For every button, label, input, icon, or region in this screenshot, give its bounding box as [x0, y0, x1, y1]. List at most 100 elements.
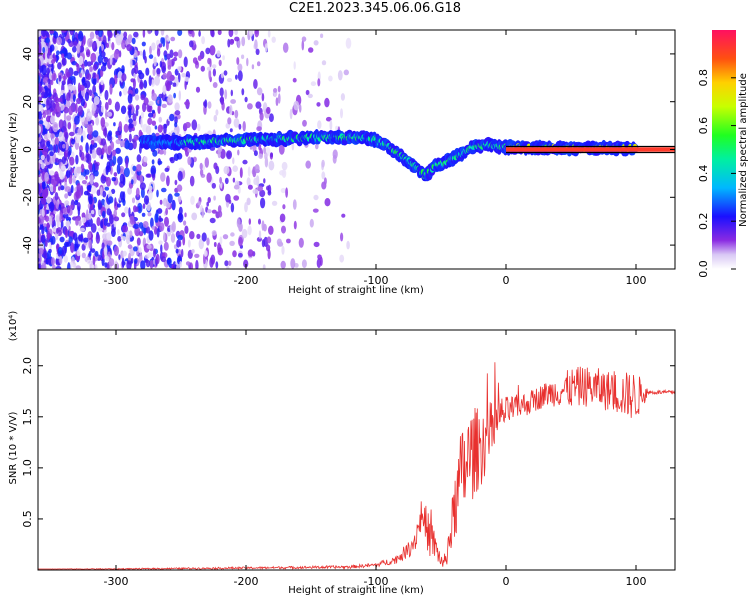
noise-speck — [301, 39, 305, 51]
noise-speck — [151, 92, 158, 101]
snr-panel: -300 -200 -100 0 100 0.5 1.0 1.5 2.0 Height of st… — [8, 311, 676, 596]
noise-speck — [246, 177, 251, 187]
noise-speck — [45, 115, 52, 123]
noise-speck — [150, 165, 157, 177]
noise-speck — [62, 144, 66, 149]
snr-y-axis-label: SNR (10 * V/V) — [8, 411, 19, 484]
noise-speck — [222, 55, 225, 61]
noise-speck — [237, 149, 240, 156]
noise-speck — [58, 131, 64, 142]
noise-speck — [169, 59, 173, 68]
noise-speck — [152, 248, 157, 258]
noise-speck — [103, 218, 108, 226]
noise-speck — [127, 244, 133, 249]
noise-speck — [268, 113, 274, 123]
noise-speck — [50, 100, 56, 112]
noise-speck — [148, 54, 154, 59]
noise-speck — [247, 249, 254, 257]
noise-speck — [337, 70, 343, 81]
noise-speck — [109, 83, 113, 95]
noise-speck — [42, 47, 46, 54]
noise-speck — [177, 234, 184, 241]
noise-speck — [142, 203, 146, 210]
noise-speck — [246, 57, 249, 67]
noise-speck — [76, 166, 82, 174]
noise-speck — [341, 213, 346, 218]
noise-speck — [235, 74, 238, 80]
noise-speck — [160, 256, 166, 263]
noise-speck — [148, 104, 153, 113]
noise-speck — [310, 81, 317, 87]
noise-speck — [90, 143, 93, 150]
noise-speck — [179, 261, 182, 268]
noise-speck — [42, 30, 46, 38]
noise-speck — [145, 173, 151, 178]
noise-speck — [145, 125, 152, 135]
noise-speck — [173, 153, 179, 161]
colorbar-tick-label: 0.8 — [697, 69, 710, 87]
noise-speck — [135, 108, 139, 117]
noise-speck — [273, 88, 278, 93]
noise-speck — [177, 195, 182, 203]
noise-speck — [178, 240, 182, 247]
noise-speck — [131, 197, 136, 204]
noise-speck — [72, 46, 77, 53]
noise-speck — [313, 194, 319, 201]
noise-speck — [156, 227, 160, 238]
noise-speck — [48, 201, 55, 212]
noise-speck — [116, 203, 121, 208]
noise-speck — [91, 102, 97, 112]
noise-speck — [114, 101, 120, 112]
noise-speck — [111, 57, 116, 66]
noise-speck — [252, 189, 259, 194]
noise-speck — [44, 172, 49, 182]
noise-speck — [40, 234, 46, 243]
noise-speck — [44, 239, 48, 247]
noise-speck — [184, 212, 187, 218]
noise-speck — [215, 109, 219, 116]
noise-speck — [62, 213, 69, 219]
noise-speck — [190, 195, 195, 205]
noise-speck — [253, 150, 258, 157]
noise-speck — [181, 248, 184, 258]
noise-speck — [241, 88, 245, 96]
noise-speck — [108, 258, 115, 267]
noise-speck — [49, 30, 55, 34]
noise-speck — [237, 63, 243, 72]
noise-speck — [64, 229, 69, 238]
noise-speck — [120, 236, 127, 241]
noise-speck — [54, 173, 59, 182]
noise-speck — [78, 175, 85, 181]
noise-speck — [217, 205, 222, 214]
noise-speck — [307, 93, 313, 99]
noise-speck — [218, 59, 222, 67]
noise-speck — [140, 260, 146, 269]
noise-speck — [89, 31, 95, 40]
noise-speck — [151, 42, 156, 51]
noise-speck — [113, 216, 120, 222]
noise-speck — [316, 102, 321, 107]
noise-speck — [149, 259, 154, 269]
noise-speck — [71, 61, 78, 66]
noise-speck — [52, 225, 57, 233]
noise-speck — [154, 75, 161, 86]
noise-speck — [141, 212, 146, 217]
noise-speck — [166, 70, 173, 82]
noise-speck — [92, 72, 96, 78]
noise-speck — [172, 265, 175, 269]
noise-speck — [211, 209, 217, 214]
noise-speck — [247, 103, 253, 110]
noise-speck — [47, 78, 51, 85]
noise-speck — [133, 72, 137, 79]
noise-speck — [158, 116, 163, 123]
noise-speck — [142, 102, 147, 113]
noise-speck — [121, 73, 127, 82]
noise-speck — [59, 50, 65, 55]
noise-speck — [75, 132, 81, 144]
noise-speck — [184, 79, 187, 90]
noise-speck — [68, 163, 71, 171]
noise-speck — [155, 253, 160, 265]
noise-speck — [184, 101, 190, 106]
noise-speck — [70, 242, 75, 254]
